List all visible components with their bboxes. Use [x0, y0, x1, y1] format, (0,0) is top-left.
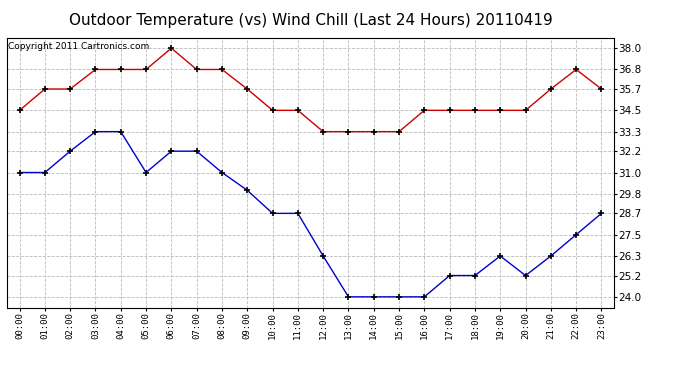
- Text: Outdoor Temperature (vs) Wind Chill (Last 24 Hours) 20110419: Outdoor Temperature (vs) Wind Chill (Las…: [68, 13, 553, 28]
- Text: Copyright 2011 Cartronics.com: Copyright 2011 Cartronics.com: [8, 42, 149, 51]
